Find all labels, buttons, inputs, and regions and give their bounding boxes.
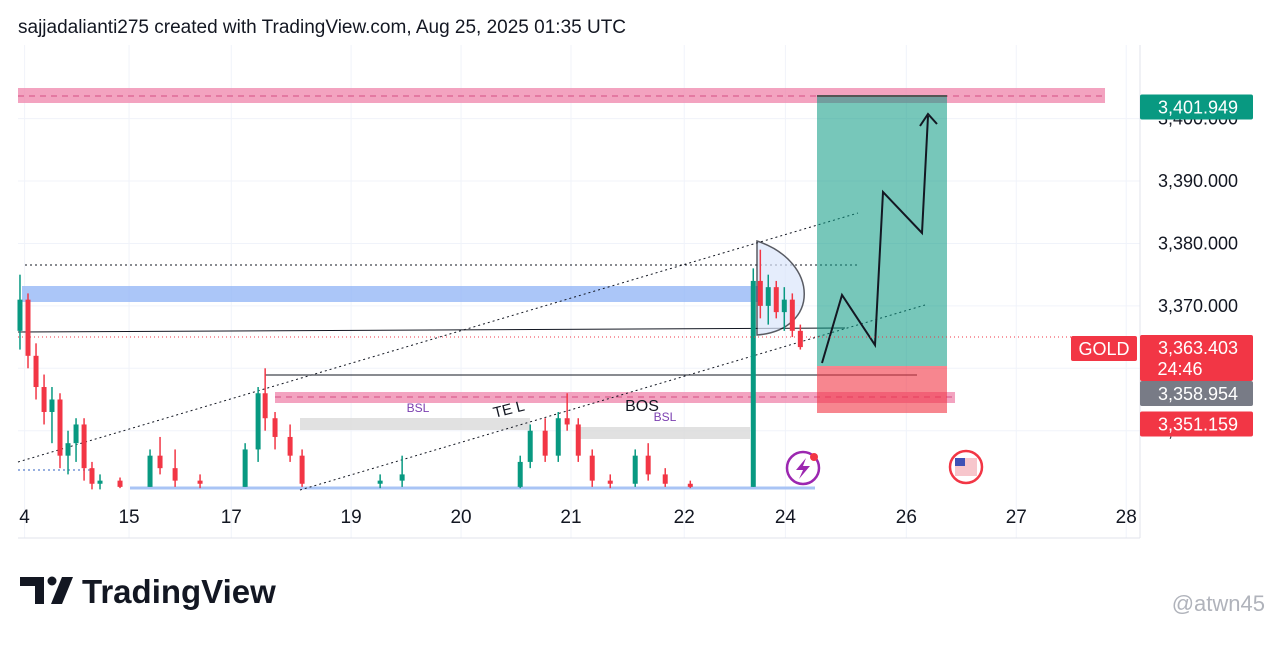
candles [17,249,803,490]
level-line [17,327,846,333]
symbol-tag [1071,336,1137,362]
candle-body [255,393,261,450]
grid [18,45,1140,538]
flag-canton [955,458,965,466]
bsl-zone [580,427,750,439]
logo-text: TradingView [82,573,276,610]
candle-body [41,387,47,412]
candle-body [89,468,95,484]
curve-shape [756,239,805,336]
candle-body [645,455,651,475]
candle-body [527,430,533,462]
candle-body [773,287,779,313]
candle-body [65,443,71,456]
x-tick-label: 19 [341,507,362,528]
candle-body [797,330,803,348]
candle-body [49,399,55,412]
x-tick-label: 20 [450,507,471,528]
x-tick-label: 26 [896,507,917,528]
candle-body [377,480,383,484]
candle-body [607,480,613,484]
candle-body [157,455,163,469]
candle-body [25,299,31,356]
candle-body [789,299,795,331]
candle-body [632,455,638,484]
x-tick-label: 28 [1116,507,1137,528]
price-tag [1140,335,1253,382]
channel-lower [299,304,926,491]
projection-path [821,115,929,364]
candle-body [399,474,405,481]
price-tag-label: 3,358.954 [1158,384,1238,404]
x-tick-label: 17 [221,507,242,528]
y-tick-label: 3,390.000 [1158,171,1238,191]
watermark: @atwn45 [1172,591,1265,616]
caption: sajjadalianti275 created with TradingVie… [18,17,626,38]
candle-body [57,399,63,456]
price-tag-label: 3,351.159 [1158,414,1238,434]
x-tick-label: 15 [118,507,139,528]
bsl-zone [300,418,530,430]
price-tag [1140,411,1253,437]
candle-body [517,461,523,487]
candle-body [172,468,178,481]
candle-body [542,430,548,456]
price-tag-label: 3,401.949 [1158,97,1238,117]
candle-body [750,280,756,487]
price-tag [1140,381,1253,407]
logo-mark [20,577,44,604]
candle-body [242,449,248,487]
symbol-label: GOLD [1078,339,1129,359]
candle-body [117,480,123,487]
annotation: BOS [625,398,659,415]
candle-body [97,480,103,484]
candle-body [589,455,595,481]
x-tick-label: 24 [775,507,797,528]
price-tag [1140,94,1253,120]
candle-body [757,280,763,306]
countdown: 24:46 [1157,359,1202,379]
y-tick-label: 3,370.000 [1158,296,1238,316]
candle-body [299,455,305,484]
stop-zone [817,366,947,413]
event-icon-bolt [796,458,810,479]
x-tick-label: 27 [1006,507,1027,528]
logo: TradingView [20,573,276,610]
candle-body [781,299,787,313]
arrow-head [919,112,938,127]
supply-zone [22,286,760,302]
logo-mark [51,577,73,604]
price-tag-label: 3,363.403 [1158,338,1238,358]
candle-body [287,436,293,456]
demand-zone [275,392,955,403]
event-dot [810,453,818,461]
candle-body [33,355,39,388]
candle-body [73,424,79,444]
logo-mark [47,576,57,586]
candle-body [662,474,668,484]
x-tick-label: 21 [560,507,581,528]
candle-body [575,424,581,456]
candle-body [17,299,23,331]
candle-body [147,455,153,487]
candle-body [272,418,278,437]
y-tick-label: 3,380.000 [1158,233,1238,253]
candle-body [197,480,203,484]
x-tick-label: 22 [674,507,695,528]
candle-body [555,418,561,456]
channel-upper [17,212,859,463]
axes: 4151719202122242627283,350.0003,360.0003… [19,109,1238,528]
candle-body [564,418,570,425]
x-tick-label: 4 [19,507,30,528]
annotation: BSL [407,401,430,415]
target-zone [817,95,947,366]
candle-body [81,424,87,469]
candle-body [687,483,693,487]
candle-body [262,393,268,419]
candle-body [765,287,771,306]
annotation: BSL [654,410,677,424]
